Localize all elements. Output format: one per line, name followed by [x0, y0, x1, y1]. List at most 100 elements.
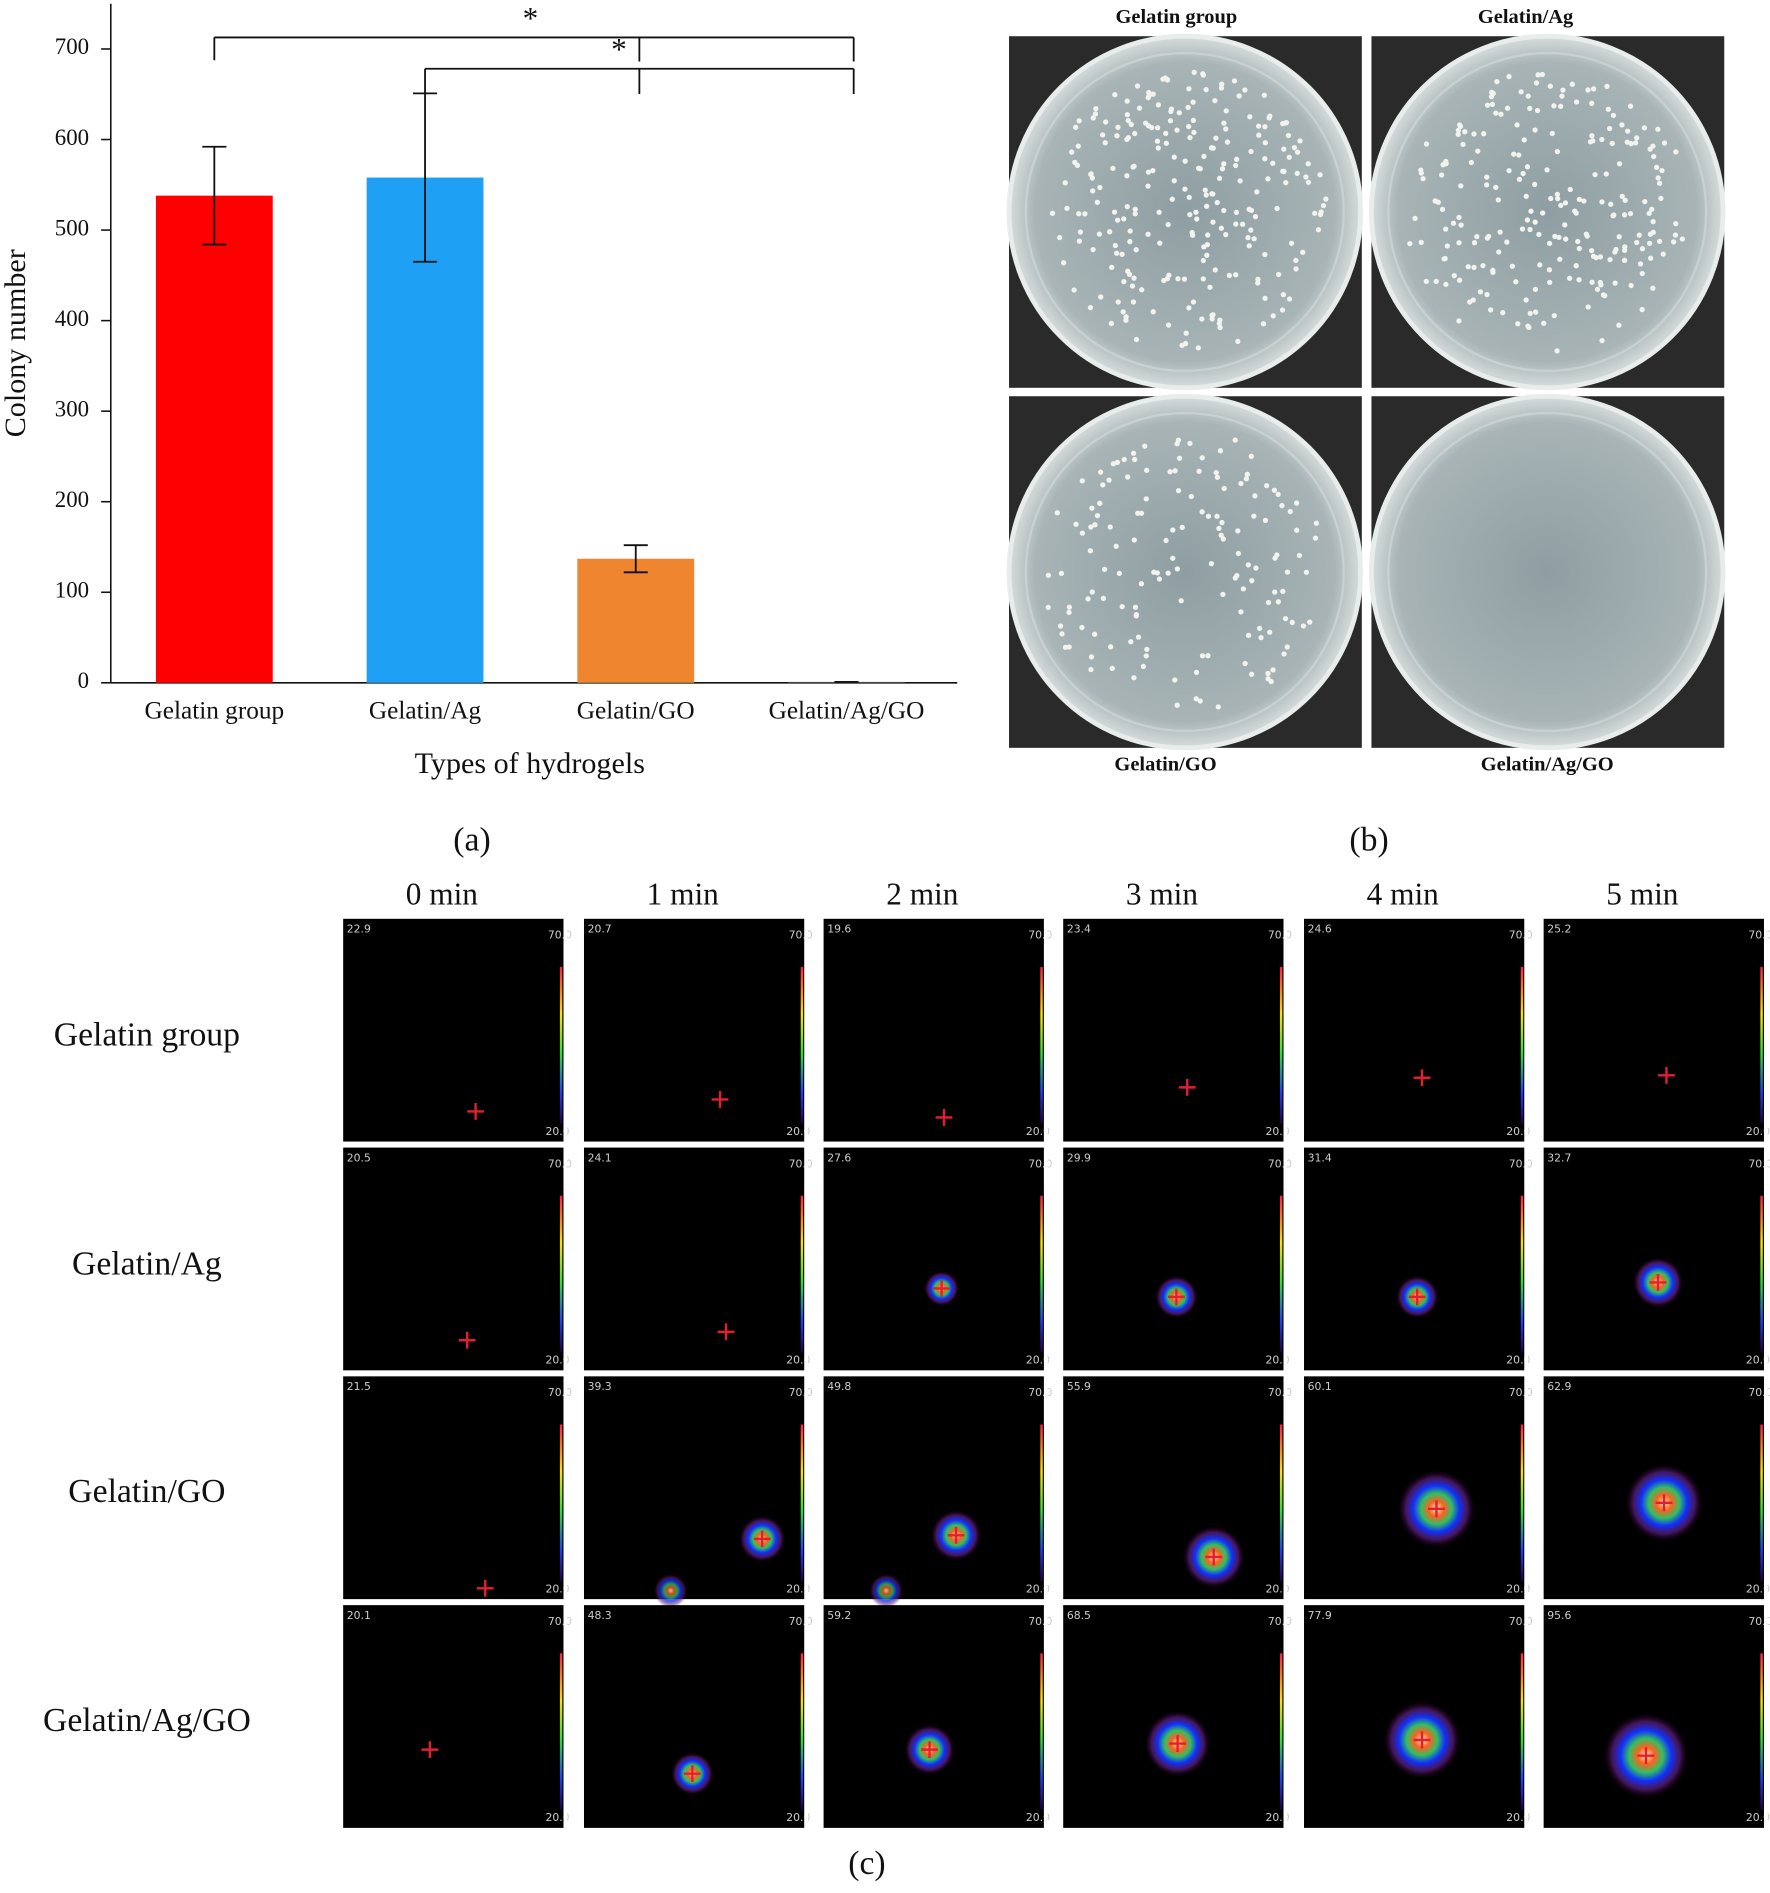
colony: [1524, 217, 1531, 223]
colony: [1174, 127, 1180, 133]
colony: [1477, 289, 1484, 295]
petri-rim: [1024, 411, 1345, 733]
crosshair: [1178, 1078, 1196, 1096]
thermal-image: 68.5 70.020.0: [1063, 1605, 1292, 1828]
colony: [1119, 251, 1125, 257]
colony: [1187, 211, 1193, 218]
colony: [1569, 81, 1575, 87]
colony: [1235, 338, 1241, 345]
colony: [1439, 206, 1446, 213]
colony: [1106, 477, 1112, 483]
image-border: [1043, 918, 1048, 1142]
colony: [1262, 517, 1269, 523]
colony: [1210, 219, 1216, 225]
image-border: [1524, 918, 1528, 1142]
colony: [1423, 141, 1430, 147]
colony: [1484, 182, 1490, 188]
colony: [1634, 239, 1640, 246]
thermal-image: 22.9 70.020.0: [343, 918, 572, 1142]
scale-max-label: 70.0: [548, 1386, 572, 1399]
colony: [1185, 123, 1192, 130]
colony: [1145, 231, 1151, 237]
colony: [1583, 231, 1589, 237]
colony: [1049, 210, 1056, 216]
colony: [1562, 222, 1568, 228]
colony: [1185, 104, 1191, 111]
colony: [1248, 671, 1255, 677]
colony: [1124, 136, 1130, 143]
colony: [1621, 212, 1628, 218]
colony: [1557, 256, 1563, 262]
image-border: [804, 1147, 808, 1371]
colony: [1639, 306, 1645, 313]
colony: [1110, 461, 1116, 467]
colony: [1175, 487, 1182, 494]
y-tick-label: 300: [55, 396, 89, 421]
plate-photo: [1006, 33, 1364, 391]
colony: [1646, 210, 1652, 217]
thermal-background: [1063, 1147, 1284, 1371]
petri-dish: [1369, 33, 1726, 391]
color-scale: [1760, 1653, 1763, 1810]
image-border: [804, 1376, 808, 1600]
colony: [1115, 124, 1121, 130]
colony: [1186, 194, 1192, 201]
colony: [1475, 148, 1481, 154]
crosshair: [935, 1109, 953, 1126]
colony: [1554, 191, 1561, 197]
colony: [1133, 247, 1139, 253]
colony: [1439, 172, 1445, 178]
colony: [1131, 163, 1137, 169]
colony: [1218, 85, 1225, 91]
colony: [1673, 149, 1679, 155]
colony: [1131, 275, 1137, 281]
crosshair: [421, 1741, 439, 1759]
colony: [1632, 140, 1639, 146]
colony: [1087, 548, 1094, 554]
colony: [1138, 510, 1145, 516]
thermal-image: 20.7 70.020.0: [583, 918, 813, 1142]
colony: [1624, 139, 1630, 145]
colony: [1219, 166, 1226, 172]
colony: [1146, 89, 1152, 96]
colony: [1465, 264, 1471, 270]
colony: [1135, 510, 1141, 516]
colony: [1547, 279, 1553, 286]
colony: [1518, 89, 1524, 95]
colony: [1537, 262, 1543, 268]
colony: [1653, 164, 1660, 170]
colony: [1199, 455, 1205, 461]
temperature-reading: 31.4: [1308, 1151, 1332, 1164]
colony: [1199, 509, 1205, 515]
crosshair: [1428, 1500, 1445, 1518]
colony: [1455, 127, 1462, 133]
color-scale: [1760, 966, 1763, 1124]
crosshair: [711, 1090, 729, 1108]
colony: [1139, 287, 1145, 293]
colony: [1193, 669, 1200, 675]
color-scale: [1040, 1424, 1043, 1582]
plate-label: Gelatin group: [1115, 6, 1237, 28]
colony: [1627, 103, 1634, 109]
thermal-image: 27.6 70.020.0: [823, 1147, 1053, 1371]
y-tick-label: 500: [55, 215, 89, 240]
petri-rim: [1024, 51, 1345, 373]
thermal-background: [1063, 918, 1284, 1142]
thermal-image: 60.1 70.020.0: [1304, 1376, 1533, 1600]
colony: [1484, 291, 1490, 298]
colony: [1248, 453, 1254, 459]
colony: [1566, 275, 1573, 281]
colony: [1201, 153, 1207, 160]
colony: [1442, 255, 1448, 262]
colony: [1589, 279, 1595, 285]
plate-label: Gelatin/GO: [1114, 754, 1216, 776]
colony: [1217, 324, 1223, 331]
colony: [1178, 598, 1184, 604]
colony: [1099, 132, 1106, 138]
colony: [1474, 234, 1480, 240]
colony: [1088, 654, 1095, 660]
colony: [1175, 276, 1181, 282]
temperature-reading: 68.5: [1067, 1609, 1091, 1622]
thermal-image: 20.1 70.020.0: [343, 1605, 572, 1828]
colony: [1183, 330, 1189, 336]
